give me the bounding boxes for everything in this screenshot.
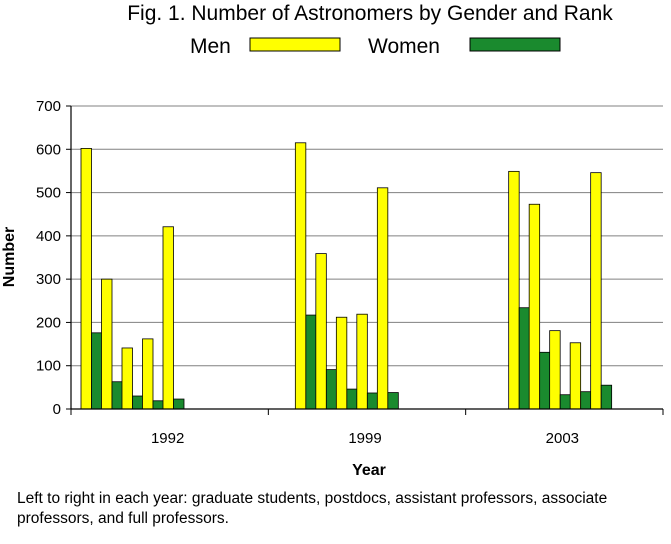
bar-women-2003-2 [539,351,551,410]
y-tick-label: 200 [36,314,61,331]
bar-women-2003-4 [580,391,592,410]
bar-women-1999-3 [346,388,358,410]
legend-label-men: Men [190,35,231,58]
chart-caption: Left to right in each year: graduate stu… [17,490,608,527]
bar-men-1999-3 [335,316,348,410]
y-tick-label: 0 [53,401,61,418]
x-tick-label: 1992 [151,430,184,447]
bar-men-1999-5 [376,187,389,410]
bar-men-1999-2 [315,253,327,410]
bar-men-1992-3 [121,347,133,410]
y-tick-label: 500 [36,185,61,202]
x-tick-label: 1999 [348,430,381,447]
bar-men-1992-2 [101,278,113,410]
y-tick-label: 100 [36,358,61,375]
bar-women-1992-2 [111,381,123,410]
bar-men-1992-5 [162,226,174,410]
bar-women-1999-4 [366,392,379,410]
bar-men-1999-1 [294,142,307,410]
bar-men-2003-2 [528,203,541,410]
bar-women-1992-5 [173,398,185,410]
legend: Men Women [190,35,561,58]
y-axis-ticks: 0 100 200 300 400 500 600 700 [36,98,71,418]
y-tick-label: 400 [36,228,61,245]
bar-men-1992-1 [80,148,92,410]
bar-men-2003-3 [549,330,561,410]
bar-women-2003-5 [600,384,613,410]
bar-women-1992-3 [132,395,144,410]
chart-title: Fig. 1. Number of Astronomers by Gender … [127,2,613,25]
bar-women-1992-4 [152,400,164,410]
x-axis-title: Year [352,462,386,479]
bars [80,142,613,410]
bar-men-1999-4 [356,313,368,410]
legend-swatch-women [469,37,561,52]
bar-women-1999-5 [387,392,399,410]
x-axis-ticks: 1992 1999 2003 [70,409,664,447]
y-axis-title: Number [1,227,18,287]
bar-women-1999-2 [325,369,338,410]
y-tick-label: 600 [36,141,61,158]
bar-men-1992-4 [142,338,154,410]
legend-swatch-men [249,37,341,52]
x-tick-label: 2003 [546,430,579,447]
bar-women-2003-1 [518,307,531,410]
bar-women-1992-1 [91,332,103,410]
y-tick-label: 700 [36,98,61,115]
bar-men-2003-4 [569,342,582,410]
legend-label-women: Women [368,35,440,58]
y-tick-label: 300 [36,271,61,288]
bar-men-2003-5 [590,172,602,410]
axes [70,106,663,410]
bar-women-1999-1 [305,314,317,410]
bar-women-2003-3 [559,394,572,410]
bar-men-2003-1 [508,170,520,410]
